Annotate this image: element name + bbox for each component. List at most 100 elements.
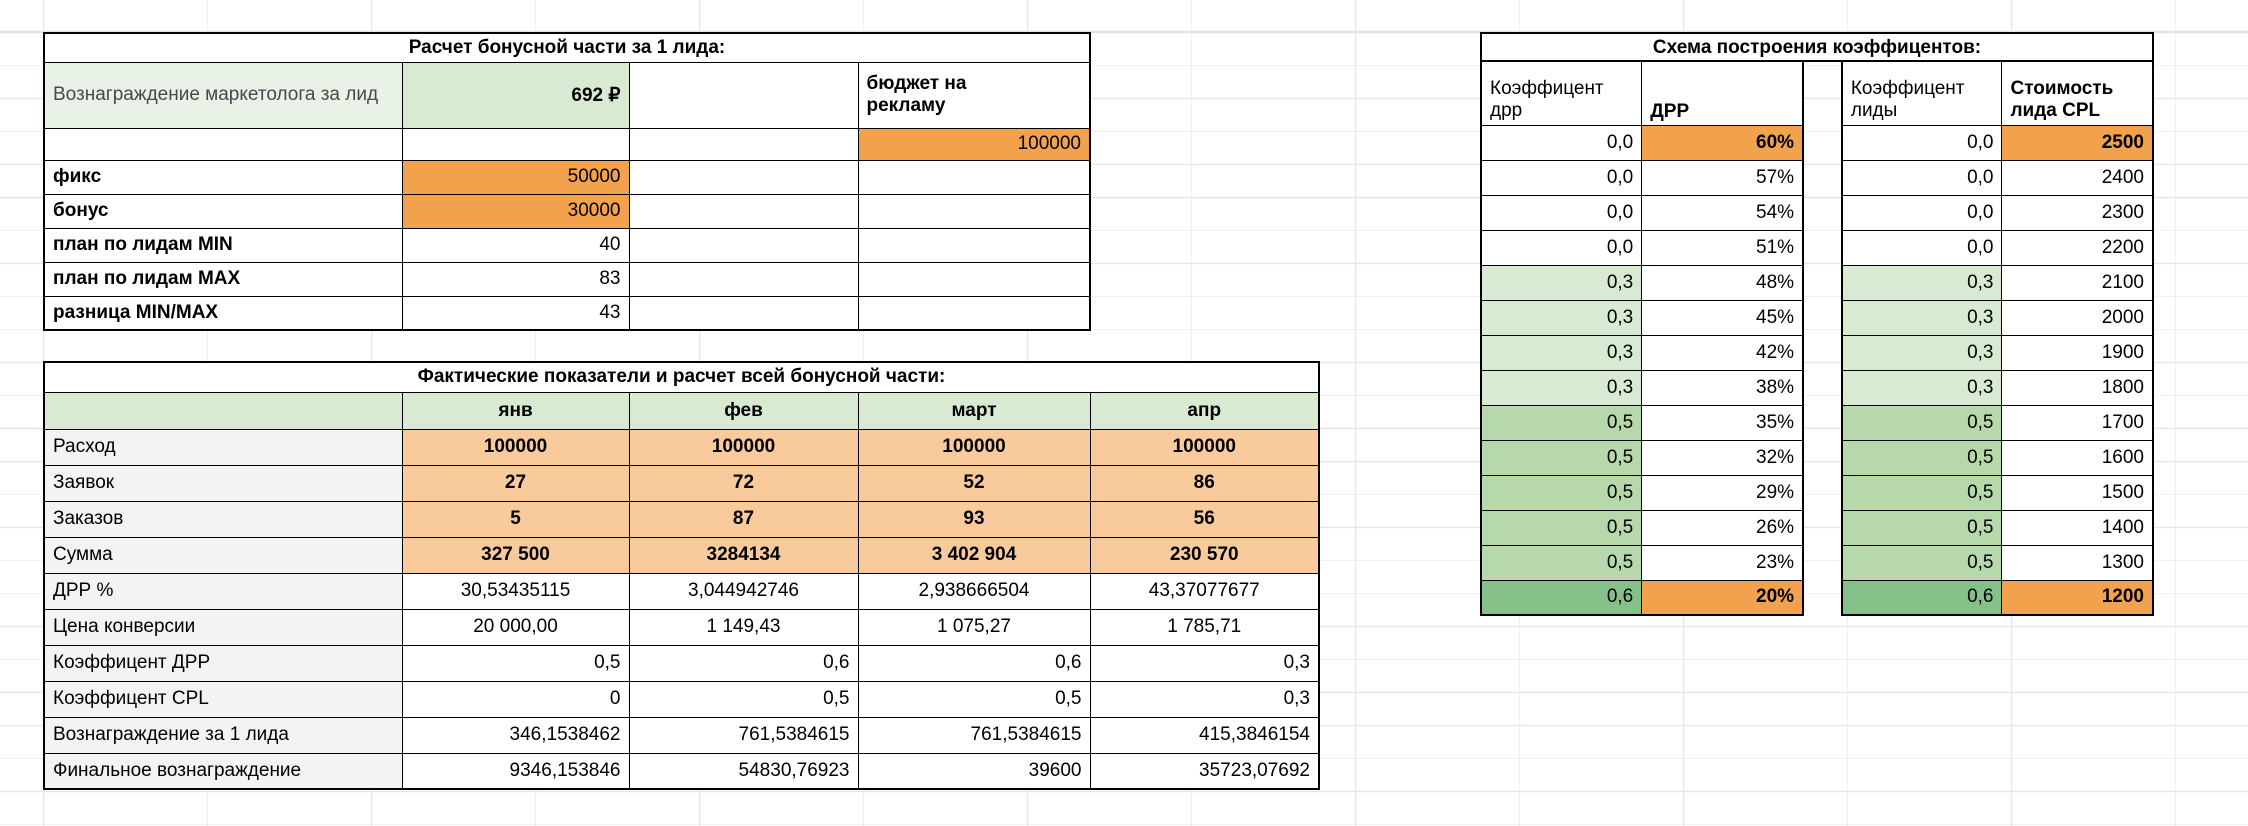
drr-coeff-value[interactable]: 0,5 [1480, 474, 1643, 511]
metric-value[interactable]: 100000 [401, 428, 630, 466]
drr-value[interactable]: 54% [1641, 194, 1804, 231]
empty-cell[interactable] [857, 295, 1091, 331]
metric-value[interactable]: 3 402 904 [857, 536, 1091, 574]
metric-value[interactable]: 35723,07692 [1089, 752, 1320, 790]
metric-value[interactable]: 3284134 [628, 536, 859, 574]
metric-value[interactable]: 0,5 [401, 644, 630, 682]
drr-coeff-value[interactable]: 0,6 [1480, 579, 1643, 616]
bonus-table-title[interactable]: Расчет бонусной части за 1 лида: [43, 32, 1091, 63]
param-label[interactable]: разница MIN/MAX [43, 295, 403, 331]
metric-label[interactable]: Цена конверсии [43, 608, 403, 646]
metric-value[interactable]: 100000 [857, 428, 1091, 466]
cpl-value[interactable]: 1700 [2001, 404, 2154, 441]
lead-coeff-value[interactable]: 0,5 [1841, 404, 2003, 441]
empty-cell[interactable] [857, 261, 1091, 297]
empty-cell[interactable] [857, 193, 1091, 229]
drr-value[interactable]: 23% [1641, 544, 1804, 581]
empty-cell[interactable] [628, 295, 859, 331]
param-value[interactable]: 50000 [401, 159, 630, 195]
lead-coeff-value[interactable]: 0,3 [1841, 299, 2003, 336]
metric-value[interactable]: 1 075,27 [857, 608, 1091, 646]
drr-coeff-value[interactable]: 0,3 [1480, 264, 1643, 301]
cpl-value[interactable]: 2200 [2001, 229, 2154, 266]
param-value[interactable]: 40 [401, 227, 630, 263]
reward-value-cell[interactable]: 692 ₽ [401, 61, 630, 129]
cpl-value[interactable]: 2100 [2001, 264, 2154, 301]
drr-coeff-value[interactable]: 0,0 [1480, 159, 1643, 196]
cpl-value[interactable]: 1800 [2001, 369, 2154, 406]
metric-value[interactable]: 9346,153846 [401, 752, 630, 790]
drr-value[interactable]: 35% [1641, 404, 1804, 441]
param-label[interactable]: бонус [43, 193, 403, 229]
param-label[interactable]: фикс [43, 159, 403, 195]
metric-value[interactable]: 0,3 [1089, 680, 1320, 718]
metric-value[interactable]: 86 [1089, 464, 1320, 502]
param-label[interactable]: план по лидам MIN [43, 227, 403, 263]
drr-coeff-value[interactable]: 0,3 [1480, 299, 1643, 336]
param-value[interactable]: 30000 [401, 193, 630, 229]
cpl-value[interactable]: 1300 [2001, 544, 2154, 581]
metric-label[interactable]: Заказов [43, 500, 403, 538]
metric-value[interactable]: 0,5 [628, 680, 859, 718]
drr-coeff-value[interactable]: 0,0 [1480, 124, 1643, 161]
lead-coeff-value[interactable]: 0,5 [1841, 439, 2003, 476]
metric-value[interactable]: 0,5 [857, 680, 1091, 718]
drr-value[interactable]: 45% [1641, 299, 1804, 336]
lead-coeff-value[interactable]: 0,6 [1841, 579, 2003, 616]
lead-coeff-value[interactable]: 0,3 [1841, 334, 2003, 371]
drr-coeff-value[interactable]: 0,0 [1480, 229, 1643, 266]
month-header[interactable]: янв [401, 391, 630, 430]
lead-coeff-value[interactable]: 0,5 [1841, 474, 2003, 511]
cpl-value[interactable]: 2000 [2001, 299, 2154, 336]
metric-value[interactable]: 1 149,43 [628, 608, 859, 646]
drr-value[interactable]: 38% [1641, 369, 1804, 406]
drr-value[interactable]: 26% [1641, 509, 1804, 546]
metric-value[interactable]: 43,37077677 [1089, 572, 1320, 610]
lead-coeff-value[interactable]: 0,5 [1841, 509, 2003, 546]
metric-value[interactable]: 761,5384615 [857, 716, 1091, 754]
metric-value[interactable]: 327 500 [401, 536, 630, 574]
lead-coeff-value[interactable]: 0,3 [1841, 264, 2003, 301]
metric-value[interactable]: 72 [628, 464, 859, 502]
metric-label[interactable]: Финальное вознаграждение [43, 752, 403, 790]
metric-value[interactable]: 30,53435115 [401, 572, 630, 610]
metric-label[interactable]: Заявок [43, 464, 403, 502]
drr-coeff-value[interactable]: 0,5 [1480, 404, 1643, 441]
drr-coeff-value[interactable]: 0,5 [1480, 439, 1643, 476]
drr-coeff-value[interactable]: 0,0 [1480, 194, 1643, 231]
cpl-header[interactable]: Стоимость лида CPL [2001, 60, 2154, 126]
metric-value[interactable]: 2,938666504 [857, 572, 1091, 610]
metric-value[interactable]: 0,6 [628, 644, 859, 682]
metric-value[interactable]: 761,5384615 [628, 716, 859, 754]
drr-value[interactable]: 20% [1641, 579, 1804, 616]
empty-cell[interactable] [628, 127, 859, 161]
lead-coeff-value[interactable]: 0,0 [1841, 124, 2003, 161]
reward-label-cell[interactable]: Вознаграждение маркетолога за лид [43, 61, 403, 129]
lead-coeff-value[interactable]: 0,5 [1841, 544, 2003, 581]
lead-coeff-value[interactable]: 0,3 [1841, 369, 2003, 406]
metric-value[interactable]: 0,3 [1089, 644, 1320, 682]
drr-header[interactable]: ДРР [1641, 60, 1804, 126]
metric-label[interactable]: ДРР % [43, 572, 403, 610]
param-value[interactable]: 43 [401, 295, 630, 331]
lead-coeff-value[interactable]: 0,0 [1841, 194, 2003, 231]
empty-cell[interactable] [628, 193, 859, 229]
metric-label[interactable]: Коэффицент ДРР [43, 644, 403, 682]
metric-value[interactable]: 56 [1089, 500, 1320, 538]
metric-value[interactable]: 5 [401, 500, 630, 538]
empty-cell[interactable] [628, 159, 859, 195]
metric-value[interactable]: 52 [857, 464, 1091, 502]
budget-value-cell[interactable]: 100000 [857, 127, 1091, 161]
drr-coeff-value[interactable]: 0,3 [1480, 369, 1643, 406]
metric-value[interactable]: 346,1538462 [401, 716, 630, 754]
metric-value[interactable]: 54830,76923 [628, 752, 859, 790]
drr-coeff-value[interactable]: 0,3 [1480, 334, 1643, 371]
month-header[interactable]: март [857, 391, 1091, 430]
drr-value[interactable]: 57% [1641, 159, 1804, 196]
cpl-value[interactable]: 1400 [2001, 509, 2154, 546]
drr-coeff-header[interactable]: Коэффицент дрр [1480, 60, 1643, 126]
drr-coeff-value[interactable]: 0,5 [1480, 509, 1643, 546]
metric-value[interactable]: 0 [401, 680, 630, 718]
metric-value[interactable]: 3,044942746 [628, 572, 859, 610]
empty-cell[interactable] [43, 127, 403, 161]
